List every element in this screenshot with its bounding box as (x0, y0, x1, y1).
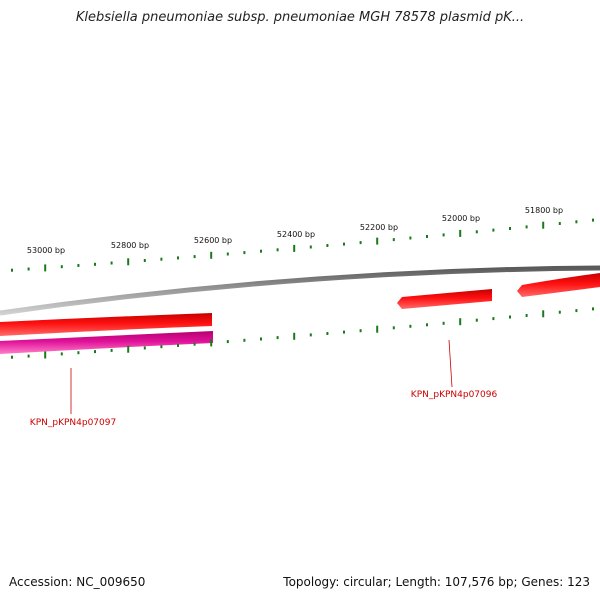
ruler-labels: 53000 bp 52800 bp 52600 bp 52400 bp 5220… (27, 206, 563, 255)
ruler-label: 51800 bp (525, 206, 563, 215)
ruler-label: 52000 bp (442, 214, 480, 223)
gene-arrow[interactable] (517, 273, 600, 297)
ruler-label: 52400 bp (277, 230, 315, 239)
inner-ruler (11, 307, 594, 359)
ruler-label: 52200 bp (360, 223, 398, 232)
ruler-label: 53000 bp (27, 246, 65, 255)
gene-label-leader (448, 339, 453, 388)
ruler-label: 52800 bp (111, 241, 149, 250)
plasmid-backbone (0, 265, 600, 316)
gene-arrow[interactable] (0, 313, 212, 336)
genome-stats-text: Topology: circular; Length: 107,576 bp; … (283, 575, 590, 589)
gene-arrow[interactable] (0, 331, 213, 354)
outer-ruler (11, 218, 594, 272)
accession-text: Accession: NC_009650 (9, 575, 146, 589)
ruler-label: 52600 bp (194, 236, 232, 245)
gene-label[interactable]: KPN_pKPN4p07097 (30, 418, 116, 428)
gene-label[interactable]: KPN_pKPN4p07096 (411, 390, 498, 400)
gene-arrow[interactable] (397, 289, 492, 309)
map-title: Klebsiella pneumoniae subsp. pneumoniae … (75, 10, 525, 25)
